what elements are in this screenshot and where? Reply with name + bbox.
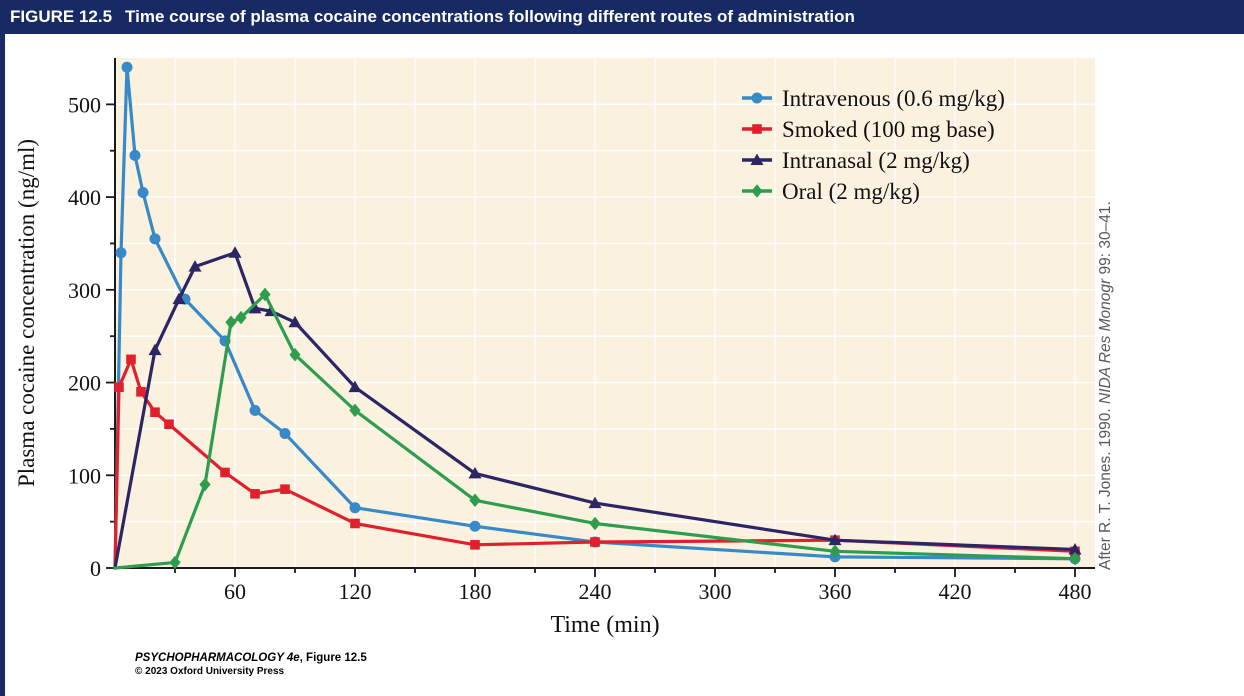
figure-header-bar: FIGURE 12.5 Time course of plasma cocain… bbox=[0, 0, 1244, 34]
svg-text:60: 60 bbox=[224, 579, 246, 604]
svg-text:300: 300 bbox=[699, 579, 732, 604]
svg-text:240: 240 bbox=[579, 579, 612, 604]
svg-text:400: 400 bbox=[68, 185, 101, 210]
svg-text:360: 360 bbox=[819, 579, 852, 604]
footer-copyright: © 2023 Oxford University Press bbox=[135, 666, 285, 677]
legend-entry-intranasal: Intranasal (2 mg/kg) bbox=[742, 148, 970, 173]
gridlines bbox=[115, 58, 1095, 568]
svg-text:Intranasal (2 mg/kg): Intranasal (2 mg/kg) bbox=[782, 148, 970, 173]
credit-journal-name: NIDA Res Monogr bbox=[1097, 278, 1114, 404]
figure-footer: PSYCHOPHARMACOLOGY 4e, Figure 12.5 © 202… bbox=[135, 652, 367, 677]
svg-text:420: 420 bbox=[939, 579, 972, 604]
footer-figure-ref: , Figure 12.5 bbox=[299, 652, 367, 664]
series-intranasal bbox=[113, 246, 1082, 570]
tick-marks bbox=[106, 103, 1076, 577]
svg-text:480: 480 bbox=[1059, 579, 1092, 604]
source-credit: After R. T. Jones. 1990. NIDA Res Monogr… bbox=[1097, 56, 1119, 570]
footer-book-title: PSYCHOPHARMACOLOGY 4e bbox=[135, 652, 300, 664]
y-axis-label: Plasma cocaine concentration (ng/ml) bbox=[14, 139, 39, 487]
legend-entry-smoked: Smoked (100 mg base) bbox=[742, 117, 995, 142]
svg-text:180: 180 bbox=[459, 579, 492, 604]
page-left-accent-strip bbox=[0, 0, 5, 696]
svg-text:Smoked (100 mg base): Smoked (100 mg base) bbox=[782, 117, 995, 142]
tick-labels: 60 120 180 240 300 360 420 480 0 100 200 300 400 500 bbox=[68, 92, 1092, 604]
credit-suffix: 99: 30–41. bbox=[1097, 201, 1114, 279]
svg-text:120: 120 bbox=[339, 579, 372, 604]
svg-text:0: 0 bbox=[90, 556, 101, 581]
legend-entry-intravenous: Intravenous (0.6 mg/kg) bbox=[742, 86, 1005, 111]
svg-text:300: 300 bbox=[68, 278, 101, 303]
svg-text:200: 200 bbox=[68, 371, 101, 396]
legend: Intravenous (0.6 mg/kg) Smoked (100 mg ba… bbox=[742, 86, 1005, 204]
svg-text:Oral (2 mg/kg): Oral (2 mg/kg) bbox=[782, 179, 920, 204]
x-axis-label: Time (min) bbox=[550, 612, 659, 638]
svg-text:Intravenous (0.6 mg/kg): Intravenous (0.6 mg/kg) bbox=[782, 86, 1005, 111]
svg-text:100: 100 bbox=[68, 463, 101, 488]
figure-title: Time course of plasma cocaine concentrat… bbox=[125, 7, 855, 26]
svg-text:500: 500 bbox=[68, 92, 101, 117]
legend-entry-oral: Oral (2 mg/kg) bbox=[742, 179, 920, 204]
concentration-time-chart: 60 120 180 240 300 360 420 480 0 100 200 300 400 500 T… bbox=[14, 58, 1095, 638]
credit-prefix: After R. T. Jones. 1990. bbox=[1097, 404, 1114, 570]
series-oral bbox=[113, 287, 1081, 570]
axes bbox=[114, 58, 1095, 569]
figure-number-label: FIGURE 12.5 bbox=[10, 7, 113, 26]
footer-book-line: PSYCHOPHARMACOLOGY 4e, Figure 12.5 bbox=[135, 652, 367, 664]
